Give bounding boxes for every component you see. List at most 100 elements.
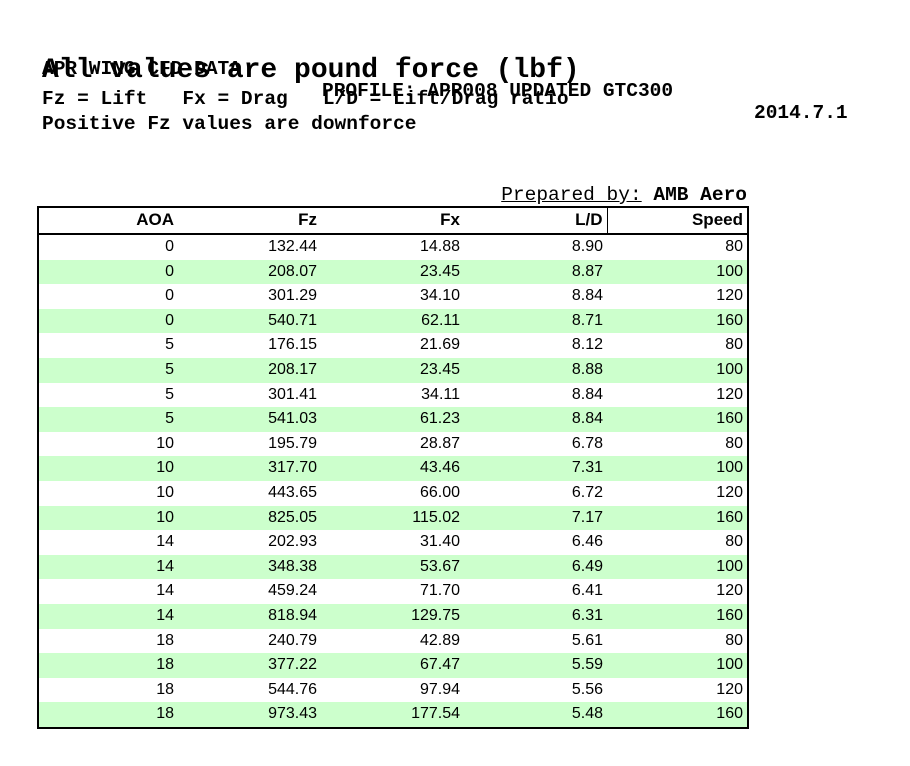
table-row: 18 377.22 67.47 5.59 100 <box>38 653 748 678</box>
table-row: 10 317.70 43.46 7.31 100 <box>38 456 748 481</box>
table-cell: 28.87 <box>419 434 460 452</box>
table-cell: 10 <box>156 459 174 477</box>
table-cell: 0 <box>165 287 174 305</box>
table-cell: 129.75 <box>411 606 460 624</box>
table-row: 18 973.43 177.54 5.48 160 <box>38 702 748 728</box>
prepared-by: Prepared by: AMB Aero <box>501 184 747 206</box>
units-subtitle: All values are pound force (lbf) <box>42 55 580 86</box>
table-row: 0 301.29 34.10 8.84 120 <box>38 284 748 309</box>
table-cell: 6.78 <box>571 434 603 452</box>
table-cell: 195.79 <box>268 434 317 452</box>
table-cell: 34.10 <box>419 287 460 305</box>
table-cell: 8.12 <box>571 336 603 354</box>
table-cell: 18 <box>156 705 174 723</box>
column-header-fx: Fx <box>321 207 464 235</box>
table-cell: 544.76 <box>268 680 317 698</box>
table-cell: 80 <box>725 631 743 649</box>
table-cell: 100 <box>716 459 743 477</box>
table-cell: 21.69 <box>419 336 460 354</box>
legend-line: Fz = Lift Fx = Drag L/D = Lift/Drag rati… <box>42 88 569 110</box>
table-cell: 120 <box>716 483 743 501</box>
table-cell: 540.71 <box>268 311 317 329</box>
table-cell: 115.02 <box>412 508 460 526</box>
table-cell: 120 <box>716 582 743 600</box>
table-cell: 6.31 <box>571 606 603 624</box>
table-cell: 66.00 <box>419 483 460 501</box>
table-header-row: AOA Fz Fx L/D Speed <box>38 207 748 235</box>
table-cell: 8.90 <box>571 238 603 255</box>
table-cell: 31.40 <box>419 533 460 551</box>
table-cell: 5.56 <box>571 680 603 698</box>
table-header: AOA Fz Fx L/D Speed <box>38 207 748 235</box>
table-cell: 120 <box>716 680 743 698</box>
table-cell: 377.22 <box>268 656 317 674</box>
table-row: 14 202.93 31.40 6.46 80 <box>38 530 748 555</box>
table-cell: 160 <box>716 705 743 723</box>
table-cell: 10 <box>156 508 174 526</box>
table-cell: 8.84 <box>571 287 603 305</box>
table-row: 10 825.05 115.02 7.17 160 <box>38 505 748 531</box>
report-date: 2014.7.1 <box>754 102 848 124</box>
table-cell: 100 <box>716 557 743 575</box>
table-cell: 0 <box>165 262 174 280</box>
table-cell: 80 <box>725 336 743 354</box>
table-cell: 5 <box>165 360 174 378</box>
column-header-l-d: L/D <box>464 207 607 235</box>
table-cell: 14 <box>156 533 174 551</box>
table-cell: 0 <box>165 311 174 329</box>
table-cell: 348.38 <box>268 557 317 575</box>
table-cell: 23.45 <box>419 360 460 378</box>
table-row: 5 541.03 61.23 8.84 160 <box>38 407 748 432</box>
table-cell: 208.07 <box>268 262 317 280</box>
table-cell: 61.23 <box>419 410 460 428</box>
table-cell: 541.03 <box>268 410 317 428</box>
table-cell: 6.46 <box>571 533 603 551</box>
table-cell: 14.88 <box>419 238 460 255</box>
table-cell: 301.41 <box>268 385 317 403</box>
table-row: 0 540.71 62.11 8.71 160 <box>38 308 748 334</box>
table-cell: 10 <box>156 434 174 452</box>
page-title: APR WING CFD DATA <box>42 58 241 80</box>
table-row: 5 176.15 21.69 8.12 80 <box>38 333 748 358</box>
table-cell: 160 <box>716 410 743 428</box>
table-cell: 459.24 <box>268 582 317 600</box>
table-cell: 14 <box>156 582 174 600</box>
table-cell: 160 <box>716 508 743 526</box>
table-cell: 18 <box>156 656 174 674</box>
table-cell: 8.71 <box>571 311 603 329</box>
table-row: 18 544.76 97.94 5.56 120 <box>38 677 748 703</box>
table-cell: 160 <box>716 311 743 329</box>
table-cell: 160 <box>716 606 743 624</box>
table-cell: 8.88 <box>571 360 603 378</box>
table-cell: 18 <box>156 631 174 649</box>
table-cell: 5.61 <box>571 631 603 649</box>
table-row: 14 348.38 53.67 6.49 100 <box>38 554 748 580</box>
table-cell: 5 <box>165 336 174 354</box>
table-cell: 208.17 <box>268 360 317 378</box>
table-cell: 0 <box>165 238 174 255</box>
table-cell: 80 <box>725 434 743 452</box>
cfd-data-table: AOA Fz Fx L/D Speed 0 132.44 14.88 8.90 80 0 208.0… <box>37 206 749 729</box>
table-cell: 43.46 <box>419 459 460 477</box>
table-cell: 42.89 <box>419 631 460 649</box>
table-cell: 202.93 <box>268 533 317 551</box>
table-cell: 5.59 <box>571 656 603 674</box>
table-cell: 973.43 <box>268 705 317 723</box>
table-row: 10 443.65 66.00 6.72 120 <box>38 480 748 506</box>
table-cell: 5 <box>165 410 174 428</box>
report-header-line: APR WING CFD DATA PROFILE: APR008 UPDATE… <box>42 36 872 124</box>
table-cell: 818.94 <box>268 606 317 624</box>
table-cell: 100 <box>716 262 743 280</box>
table-row: 0 208.07 23.45 8.87 100 <box>38 259 748 285</box>
table-cell: 6.49 <box>571 557 603 575</box>
table-row: 5 208.17 23.45 8.88 100 <box>38 357 748 383</box>
table-cell: 71.70 <box>419 582 460 600</box>
table-cell: 301.29 <box>268 287 317 305</box>
table-cell: 176.15 <box>268 336 317 354</box>
table-cell: 6.41 <box>571 582 603 600</box>
table-cell: 8.84 <box>571 410 603 428</box>
table-cell: 120 <box>716 385 743 403</box>
table-cell: 10 <box>156 483 174 501</box>
table-cell: 18 <box>156 680 174 698</box>
